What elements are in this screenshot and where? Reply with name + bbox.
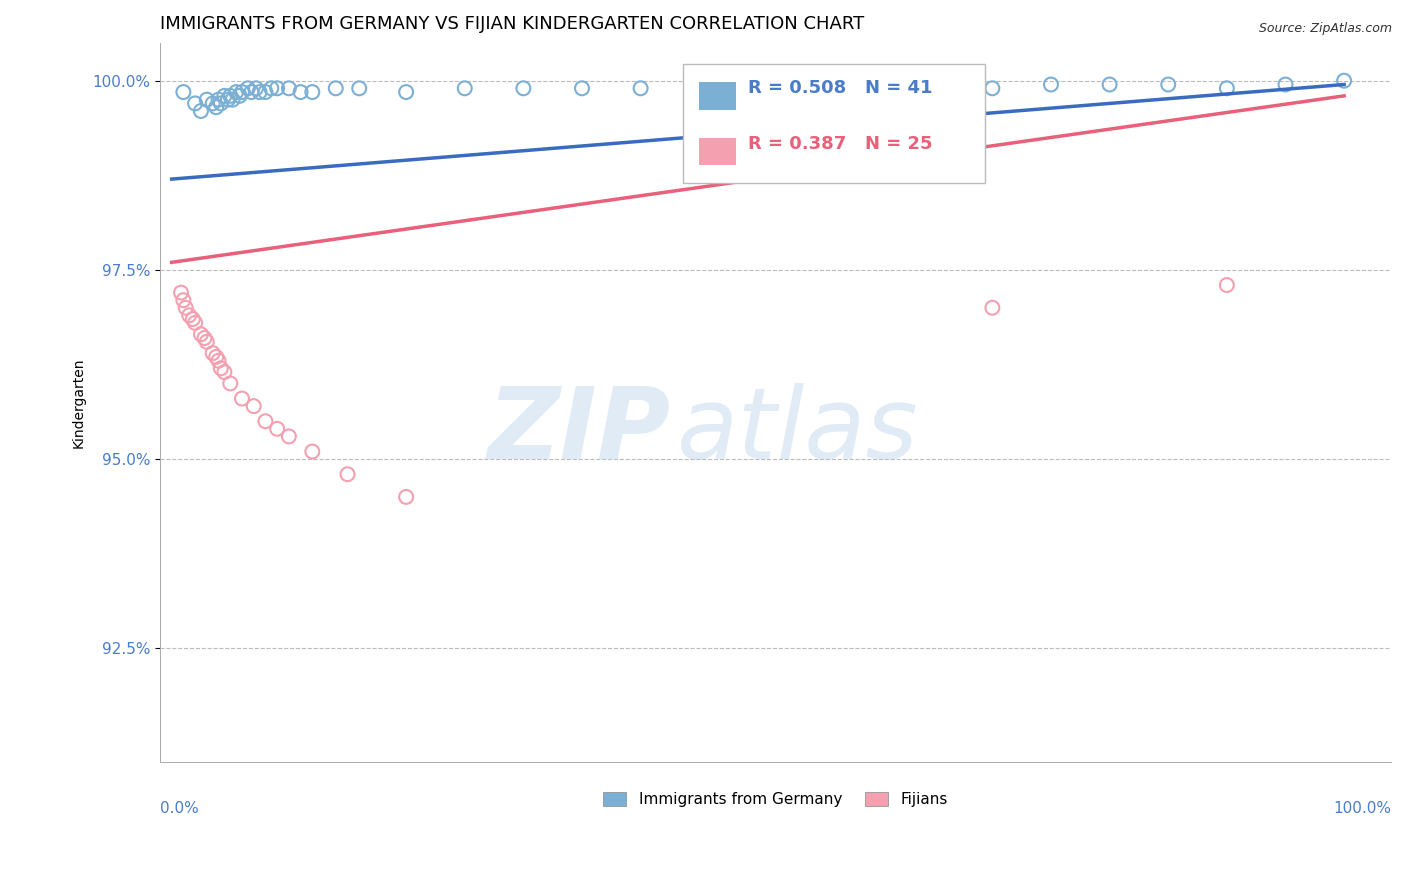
Bar: [699, 82, 737, 110]
Point: [277, 429, 299, 443]
Point: [630, 81, 652, 95]
Point: [174, 301, 197, 315]
Point: [863, 81, 886, 95]
Bar: [699, 137, 737, 165]
Point: [190, 103, 212, 118]
Point: [1157, 78, 1180, 92]
Point: [179, 308, 201, 322]
Point: [184, 316, 207, 330]
Point: [1216, 278, 1239, 293]
Point: [249, 85, 271, 99]
Point: [209, 361, 232, 376]
Point: [195, 334, 218, 349]
Point: [254, 85, 277, 99]
Text: IMMIGRANTS FROM GERMANY VS FIJIAN KINDERGARTEN CORRELATION CHART: IMMIGRANTS FROM GERMANY VS FIJIAN KINDER…: [160, 15, 865, 33]
Point: [207, 353, 229, 368]
Point: [207, 93, 229, 107]
Point: [242, 399, 264, 413]
Point: [277, 81, 299, 95]
Point: [231, 392, 253, 406]
Point: [260, 81, 283, 95]
Point: [190, 327, 212, 342]
Point: [228, 88, 250, 103]
Point: [266, 81, 288, 95]
Point: [214, 88, 236, 103]
Point: [395, 490, 418, 504]
Point: [747, 81, 769, 95]
Point: [395, 85, 418, 99]
Point: [205, 350, 228, 364]
Point: [193, 331, 215, 345]
Text: ZIP: ZIP: [488, 383, 671, 480]
Text: R = 0.508   N = 41: R = 0.508 N = 41: [748, 79, 932, 97]
Point: [195, 93, 218, 107]
Point: [512, 81, 534, 95]
Point: [245, 81, 267, 95]
Point: [236, 81, 259, 95]
Point: [219, 376, 242, 391]
Point: [301, 444, 323, 458]
Point: [240, 85, 263, 99]
Point: [1333, 73, 1355, 87]
Text: 0.0%: 0.0%: [160, 801, 198, 816]
FancyBboxPatch shape: [683, 64, 984, 183]
Point: [325, 81, 347, 95]
Point: [290, 85, 312, 99]
Point: [1098, 78, 1121, 92]
Point: [201, 346, 224, 360]
Point: [219, 88, 242, 103]
Point: [225, 85, 247, 99]
Point: [172, 85, 194, 99]
Point: [231, 85, 253, 99]
Point: [201, 96, 224, 111]
Point: [454, 81, 477, 95]
Point: [184, 96, 207, 111]
Point: [1274, 78, 1296, 92]
Text: Source: ZipAtlas.com: Source: ZipAtlas.com: [1258, 22, 1392, 36]
Y-axis label: Kindergarten: Kindergarten: [72, 357, 86, 448]
Text: atlas: atlas: [676, 383, 918, 480]
Point: [981, 301, 1004, 315]
Point: [205, 100, 228, 114]
Point: [172, 293, 194, 308]
Point: [347, 81, 370, 95]
Point: [254, 414, 277, 428]
Point: [181, 312, 204, 326]
Point: [336, 467, 359, 482]
Point: [217, 93, 239, 107]
Point: [571, 81, 593, 95]
Point: [301, 85, 323, 99]
Legend: Immigrants from Germany, Fijians: Immigrants from Germany, Fijians: [598, 786, 953, 814]
Text: 100.0%: 100.0%: [1333, 801, 1391, 816]
Point: [221, 93, 243, 107]
Point: [266, 422, 288, 436]
Point: [1039, 78, 1062, 92]
Text: R = 0.387   N = 25: R = 0.387 N = 25: [748, 135, 932, 153]
Point: [209, 96, 232, 111]
Point: [1216, 81, 1239, 95]
Point: [170, 285, 193, 300]
Point: [214, 365, 236, 379]
Point: [981, 81, 1004, 95]
